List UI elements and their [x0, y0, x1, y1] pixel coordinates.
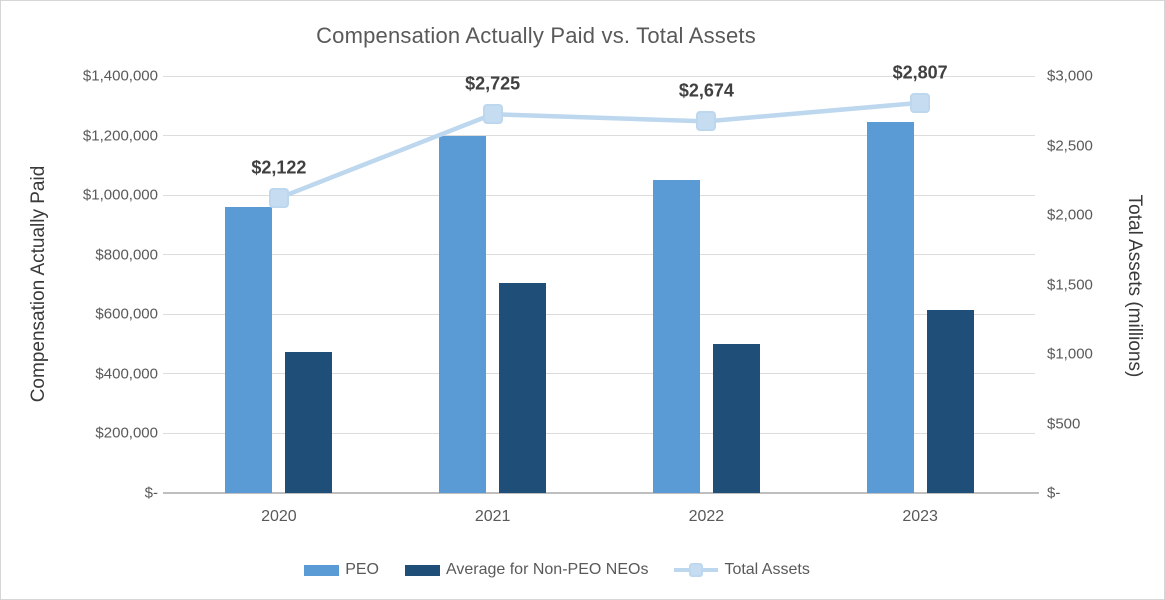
line-marker-2021 — [482, 104, 503, 125]
y-left-tick-label: $200,000 — [95, 424, 158, 442]
y-left-tick-label: $1,000,000 — [82, 186, 158, 204]
legend-swatch — [304, 564, 340, 576]
y-right-tick-label: $2,500 — [1047, 137, 1093, 154]
bar-non-peo-2021 — [499, 283, 547, 493]
y-left-tick-label: $1,200,000 — [82, 127, 158, 145]
gridline — [163, 75, 1035, 77]
line-marker-2020 — [268, 188, 289, 209]
gridline — [163, 432, 1035, 434]
legend-item-non-peo-neos: Average for Non-PEO NEOs — [404, 561, 649, 579]
y-right-tick-label: $2,000 — [1047, 206, 1093, 224]
x-axis-label: 2021 — [474, 508, 511, 525]
y-left-tick-label: $1,400,000 — [82, 67, 158, 85]
legend-item-peo: PEO — [304, 561, 379, 579]
bar-peo-2022 — [652, 180, 700, 493]
y-left-tick-label: $800,000 — [95, 246, 158, 264]
gridline — [163, 373, 1035, 375]
data-label-2023: $2,807 — [892, 62, 948, 83]
data-label-2020: $2,122 — [251, 157, 307, 178]
x-axis-label: 2023 — [902, 508, 938, 525]
legend: PEO Average for Non-PEO NEOs Total Assets — [1, 558, 1113, 582]
y-right-tick-label: $500 — [1047, 415, 1081, 432]
legend-label: Average for Non-PEO NEOs — [445, 561, 649, 578]
gridline — [163, 254, 1035, 256]
y-right-tick-label: $- — [1047, 484, 1061, 502]
bar-peo-2021 — [439, 135, 487, 493]
legend-item-total-assets: Total Assets — [674, 561, 810, 579]
bar-peo-2020 — [225, 207, 273, 493]
line-marker-2023 — [910, 92, 931, 113]
line-marker-2022 — [696, 111, 717, 132]
x-axis-label: 2020 — [261, 508, 297, 525]
data-label-2022: $2,674 — [678, 80, 734, 101]
data-label-2021: $2,725 — [465, 73, 521, 94]
y-left-tick-label: $400,000 — [95, 365, 158, 383]
chart-title: Compensation Actually Paid vs. Total Ass… — [316, 23, 756, 48]
x-axis-line — [163, 492, 1039, 494]
gridline — [163, 313, 1035, 315]
legend-label: Total Assets — [724, 561, 810, 578]
bar-non-peo-2023 — [926, 309, 974, 493]
y-right-tick-label: $1,000 — [1047, 345, 1093, 363]
legend-line-swatch — [674, 562, 719, 578]
y-left-tick-label: $- — [144, 484, 158, 502]
bar-non-peo-2020 — [285, 351, 333, 493]
bar-peo-2023 — [866, 122, 914, 493]
gridline — [163, 194, 1035, 196]
y-left-tick-label: $600,000 — [95, 305, 158, 323]
x-axis-label: 2022 — [688, 508, 725, 525]
y-right-tick-label: $3,000 — [1047, 67, 1093, 85]
legend-label: PEO — [345, 561, 379, 578]
y-right-tick-label: $1,500 — [1047, 276, 1093, 293]
legend-swatch — [404, 564, 440, 576]
bar-non-peo-2022 — [712, 344, 760, 493]
gridline — [163, 135, 1035, 137]
